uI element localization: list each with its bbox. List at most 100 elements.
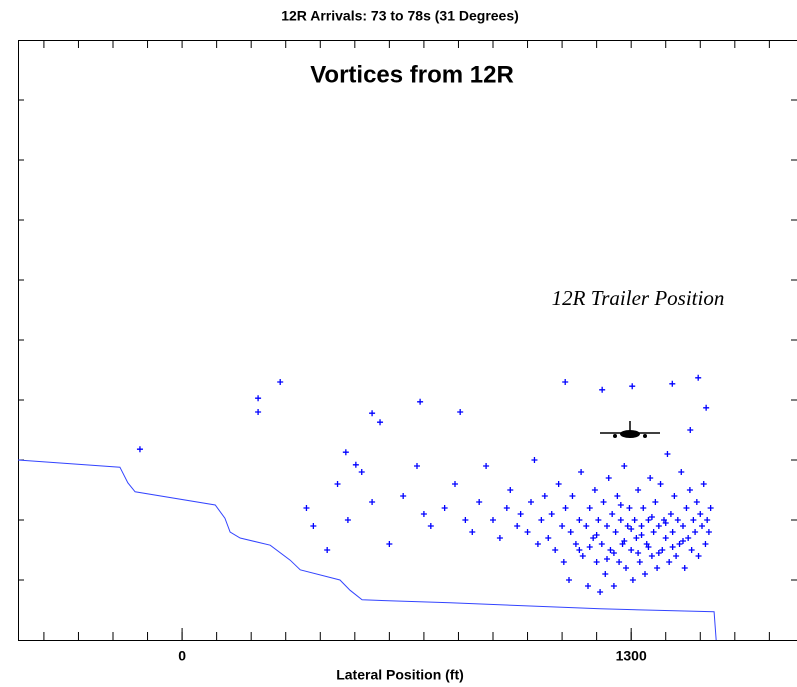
- scatter-point: [517, 511, 524, 517]
- boundary-line: [17, 459, 717, 641]
- scatter-point: [310, 523, 317, 529]
- scatter-point: [560, 559, 567, 565]
- scatter-point: [703, 404, 710, 411]
- scatter-point: [534, 541, 541, 547]
- scatter-point: [414, 463, 420, 469]
- scatter-point: [303, 505, 310, 511]
- scatter-point: [692, 529, 699, 535]
- scatter-point: [324, 547, 331, 553]
- scatter-point: [417, 398, 424, 405]
- scatter-point: [490, 517, 496, 523]
- scatter-point: [548, 511, 555, 517]
- scatter-point: [255, 395, 262, 402]
- scatter-point: [462, 517, 469, 523]
- x-tick-label: 1300: [616, 648, 647, 664]
- scatter-point: [669, 380, 676, 387]
- scatter-point: [695, 374, 702, 381]
- scatter-point: [342, 449, 349, 456]
- scatter-point: [334, 481, 341, 487]
- airplane-icon: [600, 421, 660, 438]
- scatter-point: [369, 499, 376, 505]
- scatter-point: [655, 523, 662, 529]
- scatter-point: [590, 535, 597, 541]
- scatter-point: [673, 553, 680, 559]
- scatter-point: [586, 505, 593, 511]
- scatter-point: [616, 559, 623, 565]
- scatter-point: [600, 499, 607, 505]
- scatter-point: [595, 517, 602, 523]
- scatter-point: [607, 547, 614, 553]
- scatter-point: [674, 517, 681, 523]
- plot-frame: [18, 40, 797, 641]
- scatter-point: [585, 583, 591, 589]
- scatter-point: [514, 523, 521, 529]
- scatter-point: [621, 463, 628, 469]
- scatter-point: [524, 529, 531, 535]
- scatter-point: [469, 529, 476, 535]
- scatter-point: [593, 559, 600, 565]
- scatter-point: [598, 541, 605, 547]
- scatter-point: [599, 386, 606, 393]
- scatter-point: [586, 544, 593, 550]
- scatter-point: [667, 511, 674, 517]
- scatter-point: [650, 529, 657, 535]
- scatter-point: [583, 523, 590, 529]
- scatter-point: [569, 493, 576, 499]
- scatter-point: [555, 481, 562, 487]
- scatter-point: [623, 565, 629, 571]
- scatter-point: [635, 487, 642, 493]
- scatter-point: [610, 583, 617, 589]
- scatter-point: [652, 499, 659, 505]
- scatter-point: [648, 514, 655, 520]
- scatter-point: [591, 487, 598, 493]
- scatter-point: [707, 505, 714, 511]
- scatter-point: [545, 535, 552, 541]
- scatter-point: [358, 469, 365, 475]
- scatter-point: [686, 487, 693, 493]
- scatter-point: [669, 544, 676, 550]
- scatter-point: [441, 505, 448, 511]
- scatter-point: [647, 475, 654, 481]
- scatter-point: [552, 547, 559, 553]
- scatter-point: [483, 463, 490, 469]
- scatter-point: [541, 493, 548, 499]
- scatter-point: [642, 571, 648, 577]
- scatter-point: [386, 541, 393, 547]
- scatter-point: [629, 577, 636, 583]
- scatter-point: [503, 505, 510, 511]
- scatter-point: [693, 499, 700, 505]
- scatter-point: [704, 517, 711, 523]
- scatter-point: [680, 538, 686, 544]
- scatter-point: [579, 553, 586, 559]
- scatter-point: [635, 550, 642, 556]
- scatter-point: [567, 529, 574, 535]
- scatter-point: [576, 517, 583, 523]
- scatter-point: [662, 520, 669, 526]
- scatter-point: [654, 565, 661, 571]
- scatter-point: [659, 547, 666, 553]
- scatter-point: [344, 517, 351, 523]
- scatter-point: [683, 505, 690, 511]
- scatter-point: [604, 523, 610, 529]
- scatter-point: [626, 505, 633, 511]
- scatter-point: [614, 493, 621, 499]
- scatter-point: [255, 409, 262, 415]
- chart-title: 12R Arrivals: 73 to 78s (31 Degrees): [281, 8, 519, 24]
- scatter-point: [645, 517, 652, 523]
- scatter-point: [576, 547, 583, 553]
- scatter-point: [617, 502, 624, 508]
- scatter-point: [476, 499, 483, 505]
- scatter-point: [628, 526, 635, 532]
- scatter-point: [678, 469, 685, 475]
- scatter-point: [680, 523, 686, 529]
- scatter-point: [669, 529, 676, 535]
- x-tick-label: 0: [178, 648, 186, 664]
- scatter-point: [538, 517, 545, 523]
- scatter-point: [427, 523, 434, 529]
- scatter-point: [593, 532, 600, 538]
- scatter-point: [400, 493, 407, 499]
- annotation: 12R Trailer Position: [552, 286, 725, 310]
- scatter-point: [572, 541, 579, 547]
- scatter-point: [369, 410, 376, 417]
- scatter-point: [562, 379, 569, 385]
